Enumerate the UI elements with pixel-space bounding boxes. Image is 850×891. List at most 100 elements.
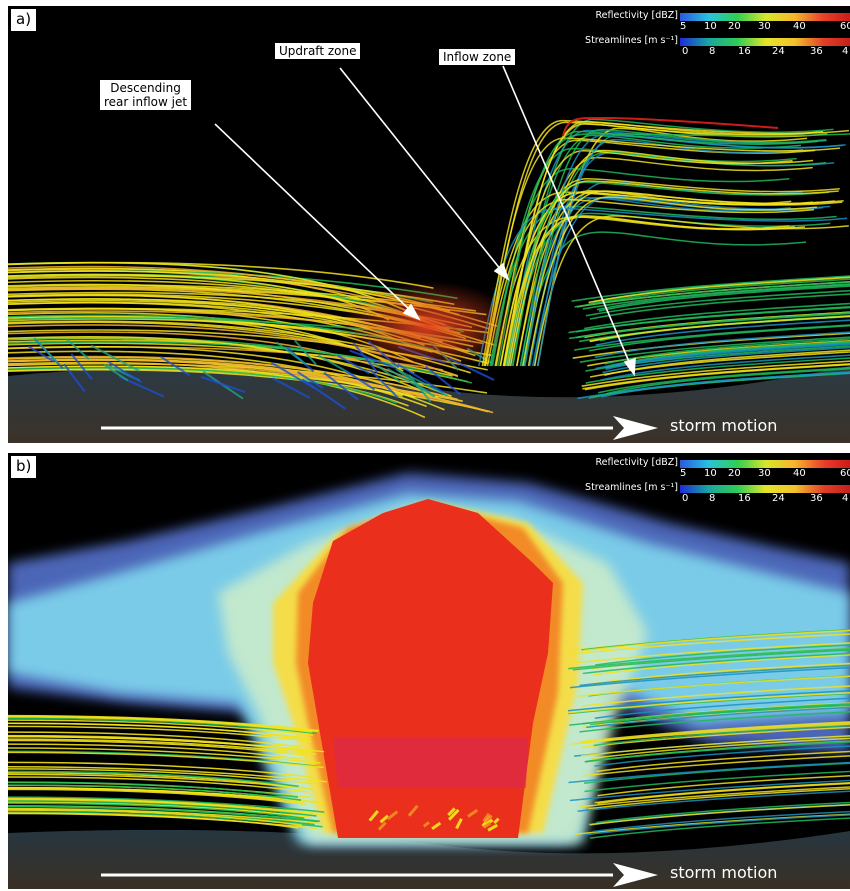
- streamline: [588, 278, 850, 306]
- streamline-legend-title: Streamlines [m s⁻¹]: [585, 482, 678, 493]
- streamline-tick: 0: [682, 46, 689, 57]
- streamline: [487, 823, 498, 832]
- streamline-tick: 36: [810, 46, 823, 57]
- streamline: [579, 664, 850, 687]
- streamline: [8, 365, 403, 397]
- streamline: [601, 371, 850, 398]
- streamline: [323, 371, 359, 401]
- streamline: [589, 324, 850, 352]
- streamline: [572, 649, 850, 671]
- streamline: [507, 180, 839, 367]
- panel-b: b) storm motion Reflectivity [dBZ] 5 10 …: [8, 453, 850, 889]
- streamline: [569, 633, 850, 655]
- streamline: [368, 810, 379, 822]
- streamline: [506, 129, 827, 367]
- streamline-tick: 4: [842, 493, 849, 504]
- streamline: [581, 685, 850, 707]
- streamline: [294, 339, 317, 366]
- reflectivity-tick: 5: [680, 21, 687, 32]
- streamline: [568, 691, 850, 714]
- streamline: [527, 196, 817, 367]
- streamline: [8, 362, 467, 407]
- streamline: [533, 139, 804, 367]
- streamline-tick: 8: [709, 493, 716, 504]
- streamline: [8, 765, 327, 783]
- streamline: [424, 365, 462, 396]
- streamline: [569, 312, 850, 340]
- streamline: [579, 721, 850, 743]
- reflectivity-tick: 60: [840, 468, 850, 479]
- streamline: [103, 363, 129, 382]
- streamline: [568, 692, 850, 715]
- streamline: [590, 703, 850, 726]
- streamline: [596, 801, 850, 824]
- panel-label: b): [10, 455, 38, 479]
- streamline: [8, 809, 303, 826]
- streamline: [8, 800, 317, 817]
- reflectivity-legend-title: Reflectivity [dBZ]: [595, 457, 678, 468]
- streamline: [8, 716, 312, 733]
- streamline: [447, 807, 456, 817]
- streamline: [586, 706, 850, 729]
- reflectivity-tick: 10: [704, 468, 717, 479]
- streamline: [8, 771, 305, 789]
- streamline-tick: 24: [772, 46, 785, 57]
- streamline: [8, 738, 317, 755]
- streamline: [90, 344, 140, 372]
- storm-motion-label: storm motion: [670, 863, 778, 882]
- storm-motion-label: storm motion: [670, 416, 778, 435]
- streamline: [521, 231, 807, 367]
- streamline: [33, 337, 58, 364]
- streamline: [532, 195, 831, 367]
- streamline: [589, 804, 850, 826]
- streamline: [578, 675, 850, 698]
- streamline: [160, 355, 191, 377]
- streamline: [584, 363, 850, 391]
- streamline: [8, 731, 300, 748]
- callout-rear-inflow-jet: Descending rear inflow jet: [100, 80, 192, 110]
- streamline: [8, 802, 305, 819]
- streamline: [594, 781, 850, 804]
- callout-updraft-zone: Updraft zone: [275, 43, 361, 59]
- streamline: [482, 812, 491, 823]
- streamline: [407, 804, 419, 817]
- streamline: [397, 369, 448, 397]
- streamline: [422, 821, 431, 828]
- streamline: [574, 281, 850, 308]
- streamline: [107, 360, 142, 383]
- streamline: [505, 181, 830, 367]
- streamline: [8, 725, 312, 743]
- streamline: [604, 349, 850, 376]
- streamline-bundle: [8, 116, 850, 419]
- reflectivity-tick: 30: [758, 21, 771, 32]
- streamline: [557, 132, 850, 147]
- panel-a: a) Descending rear inflow jet Updraft zo…: [8, 6, 850, 443]
- streamline: [594, 662, 850, 685]
- streamline: [588, 276, 850, 304]
- streamline: [8, 770, 299, 788]
- streamline: [345, 369, 376, 391]
- panel-a-visualization: [8, 65, 850, 443]
- streamline: [377, 821, 387, 831]
- streamline: [8, 787, 304, 804]
- streamline: [585, 357, 850, 384]
- streamline: [593, 724, 850, 747]
- streamline: [8, 797, 317, 815]
- reflectivity-tick: 40: [793, 468, 806, 479]
- streamline: [8, 735, 325, 753]
- streamline-colorbar: [680, 485, 850, 493]
- reflectivity-core-magenta-band: [333, 738, 528, 788]
- streamline: [367, 358, 401, 383]
- streamline: [8, 335, 439, 399]
- streamline: [584, 302, 850, 330]
- streamline: [8, 747, 321, 764]
- streamline: [596, 750, 850, 773]
- streamline: [272, 377, 311, 399]
- reflectivity-tick: 10: [704, 21, 717, 32]
- streamline: [522, 190, 835, 367]
- reflectivity-tick: 30: [758, 468, 771, 479]
- streamline-tick: 16: [738, 46, 751, 57]
- streamline: [447, 808, 460, 821]
- streamline: [8, 807, 323, 825]
- streamline: [70, 353, 93, 380]
